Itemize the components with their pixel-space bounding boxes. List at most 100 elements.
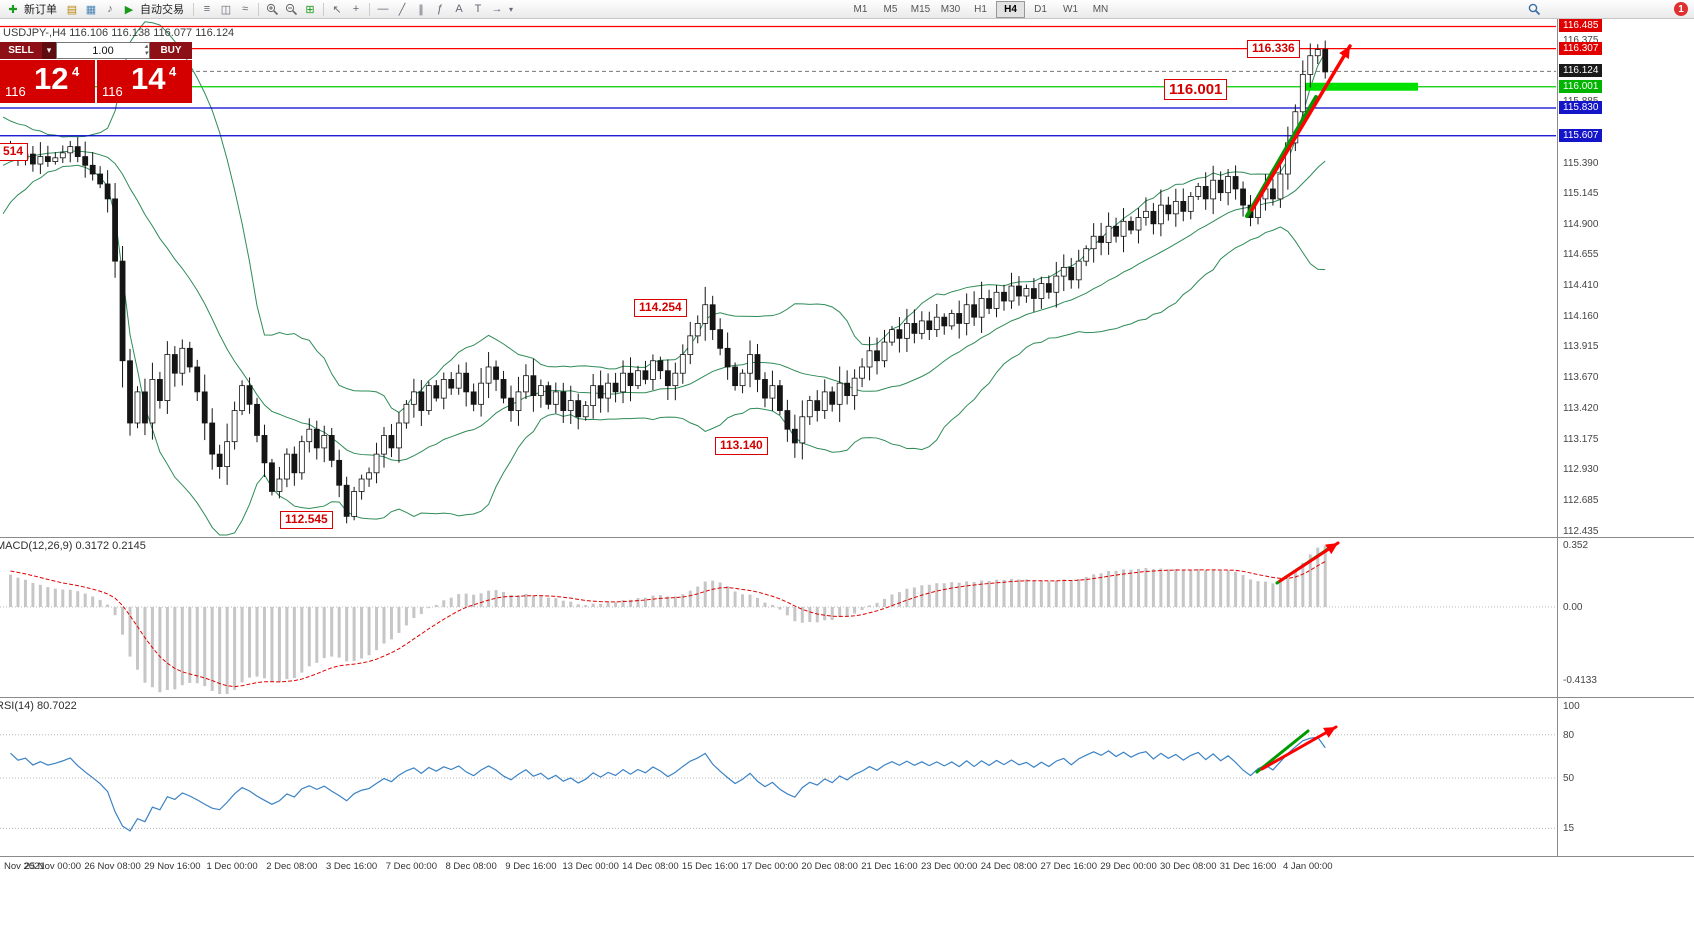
price-axis[interactable]: 116.375115.885115.390115.145114.900114.6… (1557, 19, 1694, 857)
volume-up-icon[interactable]: ▴ (144, 43, 148, 50)
timeframe-button-w1[interactable]: W1 (1063, 3, 1078, 15)
crosshair-icon[interactable]: + (352, 3, 360, 15)
bid-price-sup: 4 (72, 64, 80, 79)
rsi-label: RSI(14) 80.7022 (0, 700, 77, 712)
chart-ohlc-label: USDJPY-,H4 116.106 116.138 116.077 116.1… (3, 27, 235, 39)
time-axis-label: 24 Dec 08:00 (980, 861, 1038, 872)
one-click-trade-panel: SELL ▾ 1.00 ▴ ▾ BUY 116 12 4 (0, 42, 192, 103)
ask-price-small: 116 (102, 84, 123, 99)
toolbar: ✚ 新订单 ▤ ▦ ♪ ▶ 自动交易 ≡ ◫ ≈ ⊞ ↖ + ― ╱ ∥ ƒ A… (0, 0, 1694, 19)
price-annotation[interactable]: 116.001 (1164, 79, 1228, 101)
timeframe-button-h4[interactable]: H4 (996, 0, 1025, 18)
axis-tick-label: -0.4133 (1563, 674, 1597, 686)
time-axis-label: 25 Nov 00:00 (24, 861, 82, 872)
time-axis-label: 17 Dec 00:00 (741, 861, 799, 872)
price-axis-badge: 115.830 (1559, 101, 1603, 115)
time-axis-label: 13 Dec 00:00 (562, 861, 619, 872)
price-axis-badge: 116.001 (1559, 79, 1603, 93)
axis-tick-label: 114.900 (1563, 218, 1599, 230)
notifications-badge[interactable]: 1 (1674, 2, 1688, 16)
price-annotation[interactable]: 114.254 (634, 299, 687, 317)
volume-value: 1.00 (92, 44, 114, 57)
sound-icon[interactable]: ♪ (107, 3, 113, 15)
macd-pane[interactable]: MACD(12,26,9) 0.3172 0.2145 (0, 538, 1556, 697)
pane-divider[interactable] (0, 697, 1694, 698)
arrows-tool-icon[interactable]: → (491, 3, 503, 15)
axis-tick-label: 113.420 (1563, 403, 1599, 415)
search-icon[interactable] (1525, 1, 1543, 17)
zoom-in-icon[interactable] (263, 1, 281, 17)
timeframe-button-d1[interactable]: D1 (1034, 3, 1047, 15)
time-axis-label: 7 Dec 00:00 (385, 861, 437, 872)
bid-price-box[interactable]: 116 12 4 (0, 60, 95, 103)
timeframe-button-m5[interactable]: M5 (883, 3, 898, 15)
pane-divider[interactable] (0, 537, 1694, 538)
main-chart-pane[interactable]: USDJPY-,H4 116.106 116.138 116.077 116.1… (0, 19, 1556, 537)
time-axis-label: 8 Dec 08:00 (445, 861, 497, 872)
axis-tick-label: 80 (1563, 729, 1575, 741)
time-axis-label: 2 Dec 08:00 (266, 861, 318, 872)
price-annotation[interactable]: 116.336 (1247, 40, 1300, 58)
autotrade-button[interactable]: 自动交易 (140, 4, 184, 16)
axis-tick-label: 0.352 (1563, 540, 1589, 552)
ask-price-box[interactable]: 116 14 4 (97, 60, 192, 103)
text-tool-icon[interactable]: A (455, 3, 463, 15)
charts-icon[interactable]: ▦ (85, 3, 97, 16)
tile-windows-icon[interactable]: ⊞ (305, 3, 315, 16)
buy-button[interactable]: BUY (150, 42, 192, 59)
rsi-pane[interactable]: RSI(14) 80.7022 (0, 698, 1556, 856)
channel-tool-icon[interactable]: ∥ (418, 3, 424, 16)
zoom-out-icon[interactable] (282, 1, 300, 17)
axis-tick-label: 112.930 (1563, 464, 1599, 476)
time-axis-label: 29 Nov 16:00 (144, 861, 201, 872)
time-axis[interactable]: Nov 2021 25 Nov 00:00 26 Nov 08:00 29 Nov 1… (0, 857, 1556, 881)
timeframe-button-mn[interactable]: MN (1092, 3, 1109, 15)
volume-down-icon[interactable]: ▾ (144, 50, 148, 57)
arrows-tool-caret-icon[interactable]: ▾ (508, 4, 513, 14)
time-axis-label: 9 Dec 16:00 (505, 861, 557, 872)
bar-chart-type-icon[interactable]: ≡ (203, 3, 211, 15)
fibonacci-tool-icon[interactable]: ƒ (436, 3, 444, 15)
axis-tick-label: 116.375 (1563, 35, 1598, 46)
time-axis-label: 20 Dec 08:00 (801, 861, 858, 872)
axis-tick-label: 114.160 (1563, 310, 1599, 322)
time-axis-label: 30 Dec 08:00 (1159, 861, 1217, 872)
toolbar-separator (369, 2, 370, 16)
price-annotation[interactable]: 112.545 (280, 511, 333, 529)
timeframe-button-m30[interactable]: M30 (940, 3, 961, 15)
price-annotation[interactable]: 514 (0, 143, 29, 161)
axis-tick-label: 115.390 (1563, 157, 1599, 169)
axis-tick-label: 0.00 (1563, 602, 1583, 613)
pane-divider (0, 856, 1694, 857)
axis-tick-label: 113.670 (1563, 371, 1599, 383)
line-chart-type-icon[interactable]: ≈ (241, 3, 249, 15)
cursor-icon[interactable]: ↖ (332, 3, 342, 16)
volume-input[interactable]: 1.00 ▴ ▾ (56, 42, 150, 59)
hline-tool-icon[interactable]: ― (377, 3, 389, 15)
profiles-icon[interactable]: ▤ (66, 3, 78, 16)
autotrade-icon[interactable]: ▶ (124, 3, 134, 16)
timeframe-button-m1[interactable]: M1 (853, 3, 868, 15)
axis-tick-label: 113.915 (1563, 341, 1599, 353)
toolbar-separator (258, 2, 259, 16)
candle-chart-type-icon[interactable]: ◫ (220, 3, 232, 16)
timeframe-button-h1[interactable]: H1 (974, 3, 987, 15)
new-order-button[interactable]: 新订单 (24, 4, 57, 16)
trendline-tool-icon[interactable]: ╱ (398, 3, 406, 16)
bid-price-small: 116 (5, 84, 26, 99)
axis-tick-label: 112.435 (1563, 525, 1599, 537)
time-axis-label: 1 Dec 00:00 (206, 861, 258, 872)
price-annotation[interactable]: 113.140 (715, 437, 768, 455)
trade-panel-caret-icon[interactable]: ▾ (42, 42, 56, 59)
time-axis-label: 27 Dec 16:00 (1040, 861, 1097, 872)
timeframe-button-m15[interactable]: M15 (910, 3, 931, 15)
sell-button[interactable]: SELL (0, 42, 42, 59)
price-axis-badge: 116.485 (1559, 19, 1603, 33)
price-axis-badge: 115.607 (1559, 128, 1603, 142)
axis-tick-label: 114.410 (1563, 279, 1599, 291)
axis-tick-label: 50 (1563, 773, 1575, 784)
label-tool-icon[interactable]: T (474, 3, 482, 15)
new-order-icon[interactable]: ✚ (8, 3, 18, 16)
ask-price-sup: 4 (169, 64, 177, 79)
time-axis-label: 23 Dec 00:00 (920, 861, 978, 872)
